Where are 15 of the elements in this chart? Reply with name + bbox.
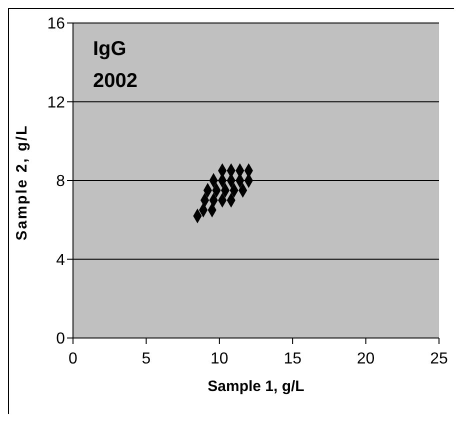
annotation: 2002 [93, 69, 138, 94]
y-axis-title: Sample 2, g/L [13, 124, 30, 240]
annotation: IgG [93, 37, 128, 62]
y-tick-label: 16 [47, 16, 66, 33]
x-axis-title: Sample 1, g/L [208, 378, 304, 395]
y-tick-label: 12 [47, 94, 66, 112]
y-tick-label: 4 [56, 252, 66, 269]
x-tick-label: 5 [142, 350, 151, 368]
x-tick-label: 20 [356, 350, 375, 368]
x-tick-label: 25 [430, 350, 448, 368]
x-tick-label: 15 [284, 350, 302, 368]
y-tick-label: 8 [56, 173, 66, 190]
y-tick-label: 0 [56, 330, 66, 348]
x-tick-label: 10 [210, 350, 228, 368]
x-tick-label: 0 [68, 350, 78, 368]
